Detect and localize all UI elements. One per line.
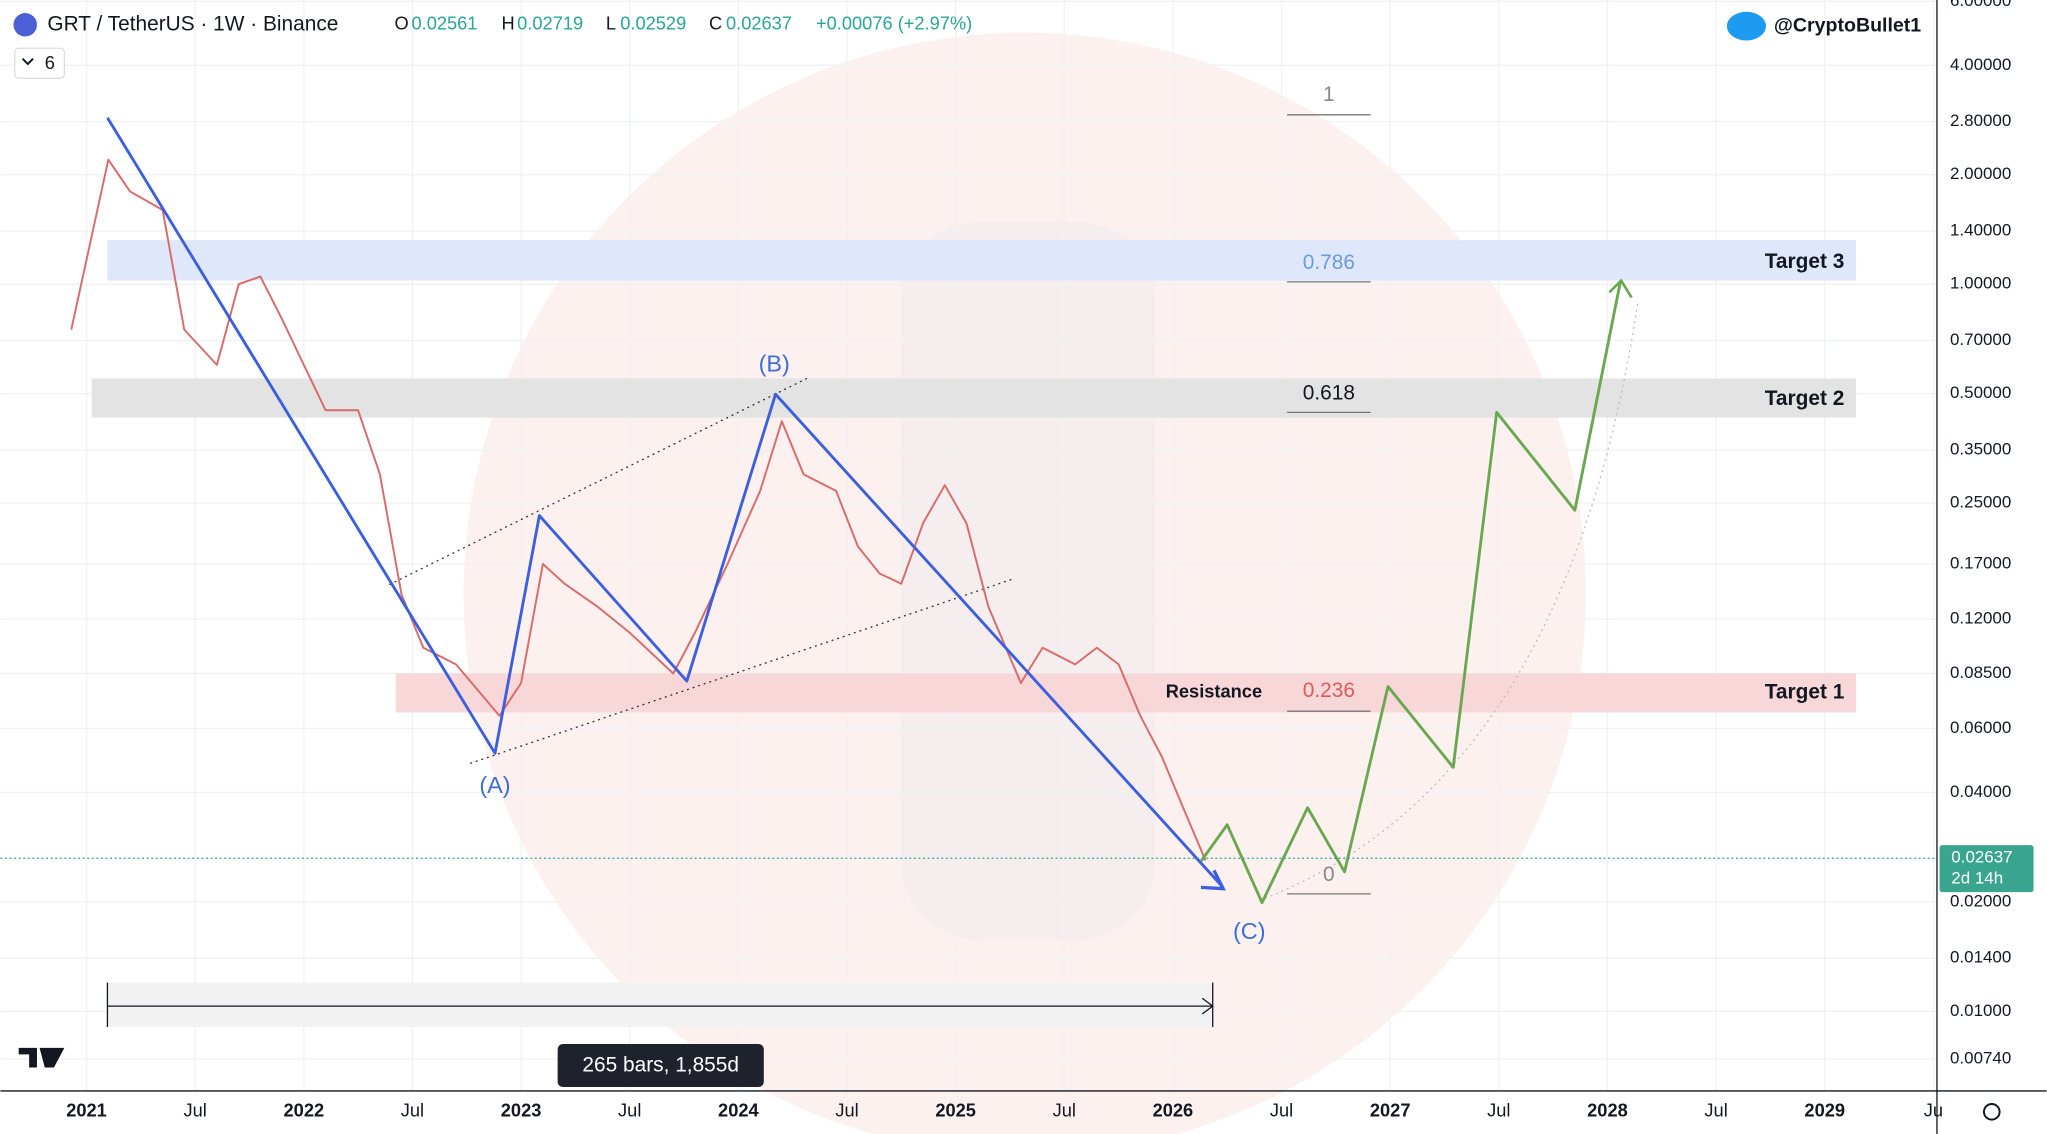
- fib-label: 0.618: [1303, 382, 1355, 405]
- x-tick-label: Jul: [618, 1100, 641, 1121]
- y-tick-label: 1.40000: [1950, 221, 2011, 240]
- price-tag: [1939, 845, 2034, 893]
- ohlc-value: 0.02637: [726, 13, 792, 34]
- wave-label: (B): [759, 351, 790, 377]
- resistance-label: Resistance: [1166, 681, 1262, 702]
- y-tick-label: 0.04000: [1950, 782, 2011, 801]
- x-tick-label: 2027: [1370, 1100, 1411, 1121]
- x-tick-label: 2025: [935, 1100, 976, 1121]
- ohlc-key: H: [502, 13, 515, 34]
- watermark-shape: [900, 221, 1156, 940]
- fib-label: 1: [1323, 83, 1335, 106]
- curve-guide: [1259, 300, 1639, 902]
- x-tick-label: Jul: [1053, 1100, 1076, 1121]
- measure-arrow: [1201, 997, 1214, 1015]
- ohlc-value: 0.02561: [411, 13, 477, 34]
- indicators-count: 6: [45, 52, 55, 73]
- zone-label: Target 1: [1765, 680, 1845, 703]
- y-tick-label: 0.70000: [1950, 330, 2011, 349]
- wave-label: (A): [479, 772, 510, 798]
- x-tick-label: Jul: [1487, 1100, 1510, 1121]
- fib-label: 0.236: [1303, 679, 1355, 702]
- twitter-icon: [1726, 11, 1767, 41]
- fib-label: 0: [1323, 863, 1335, 886]
- channel-line: [389, 377, 808, 586]
- target-zone: [91, 378, 1857, 418]
- x-tick-label: Jul: [401, 1100, 424, 1121]
- y-tick-label: 0.08500: [1950, 663, 2011, 682]
- y-tick-label: 6.00000: [1950, 0, 2011, 10]
- measure-box: [107, 982, 1213, 1027]
- settings-icon[interactable]: [1982, 1103, 2001, 1121]
- series-line: [70, 158, 1207, 861]
- x-tick-label: 2021: [66, 1100, 107, 1121]
- series-line: [1199, 280, 1622, 905]
- change: +0.00076 (+2.97%): [816, 13, 972, 34]
- countdown: 2d 14h: [1951, 869, 2003, 888]
- channel-line: [469, 578, 1012, 765]
- author: @CryptoBullet1: [1774, 14, 1921, 36]
- x-tick-label: Jul: [835, 1100, 858, 1121]
- x-tick-label: 2028: [1587, 1100, 1628, 1121]
- y-tick-label: 0.17000: [1950, 553, 2011, 572]
- tv-logo: [18, 1047, 65, 1068]
- y-tick-label: 0.01000: [1950, 1001, 2011, 1020]
- target-zone: [107, 240, 1857, 281]
- ohlc-key: C: [709, 13, 722, 34]
- y-tick-label: 2.80000: [1950, 111, 2011, 130]
- x-tick-label: Ju: [1924, 1100, 1943, 1121]
- zone-label: Target 2: [1765, 387, 1845, 410]
- measure-label: 265 bars, 1,855d: [582, 1054, 739, 1077]
- y-tick-label: 1.00000: [1950, 274, 2011, 293]
- y-tick-label: 0.12000: [1950, 608, 2011, 627]
- indicators-toggle[interactable]: [14, 47, 66, 79]
- ohlc-key: L: [606, 13, 616, 34]
- y-tick-label: 0.06000: [1950, 718, 2011, 737]
- x-tick-label: Jul: [1270, 1100, 1293, 1121]
- ohlc-value: 0.02719: [517, 13, 583, 34]
- ohlc-key: O: [395, 13, 409, 34]
- y-tick-label: 2.00000: [1950, 164, 2011, 183]
- x-tick-label: 2029: [1804, 1100, 1845, 1121]
- y-tick-label: 0.35000: [1950, 439, 2011, 458]
- price-tag-value: 0.02637: [1951, 848, 2012, 867]
- path-arrow: [1608, 278, 1633, 299]
- x-tick-label: Jul: [184, 1100, 207, 1121]
- y-tick-label: 0.50000: [1950, 383, 2011, 402]
- y-tick-label: 0.01400: [1950, 948, 2011, 967]
- chevron: [21, 58, 34, 66]
- x-tick-label: Jul: [1704, 1100, 1727, 1121]
- wave-arrow: [1200, 869, 1226, 891]
- ohlc-value: 0.02529: [620, 13, 686, 34]
- x-tick-label: 2023: [501, 1100, 542, 1121]
- symbol-icon: [13, 13, 37, 37]
- measure-tag: [557, 1043, 764, 1088]
- y-tick-label: 0.25000: [1950, 493, 2011, 512]
- y-tick-label: 4.00000: [1950, 55, 2011, 74]
- x-tick-label: 2022: [284, 1100, 325, 1121]
- wave-label: (C): [1233, 918, 1266, 944]
- y-tick-label: 0.00740: [1950, 1048, 2011, 1067]
- zone-label: Target 3: [1765, 250, 1845, 273]
- x-tick-label: 2024: [718, 1100, 759, 1121]
- series-line: [106, 116, 1225, 889]
- fib-label: 0.786: [1303, 251, 1355, 274]
- symbol: GRT / TetherUS · 1W · Binance: [47, 12, 338, 35]
- x-tick-label: 2026: [1153, 1100, 1194, 1121]
- y-tick-label: 0.02000: [1950, 891, 2011, 910]
